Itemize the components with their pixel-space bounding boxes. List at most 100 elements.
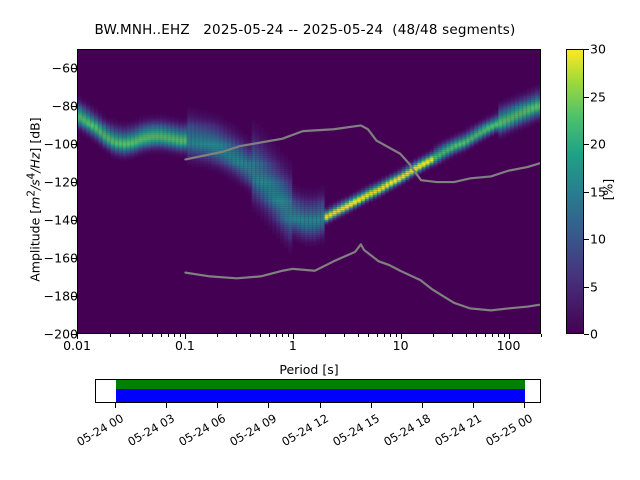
y-tick-label: −140 (43, 212, 78, 228)
x-tick-mark (508, 334, 510, 339)
coverage-blue-band (116, 388, 526, 402)
date-tick-mark (319, 403, 321, 408)
x-tick-mark (142, 334, 143, 337)
x-tick-mark (383, 334, 385, 337)
x-tick-mark (541, 334, 542, 337)
colorbar-tick-mark (584, 144, 589, 145)
y-tick-label: −100 (43, 136, 78, 152)
x-tick-mark (325, 334, 327, 337)
x-tick-mark (128, 334, 130, 337)
x-tick-mark (344, 334, 346, 337)
y-tick-mark (71, 220, 77, 221)
y-axis-label: Amplitude [m2/s4/Hz] [dB] (25, 117, 43, 282)
y-tick-label: −160 (43, 250, 78, 266)
figure-title: BW.MNH..EHZ 2025-05-24 -- 2025-05-24 (48… (94, 22, 516, 38)
colorbar-tick-mark (584, 239, 589, 240)
x-tick-mark (503, 334, 505, 337)
x-tick-label: 0.01 (63, 338, 91, 353)
x-tick-label: 0.1 (174, 338, 195, 353)
x-tick-mark (376, 334, 378, 337)
y-tick-mark (71, 258, 77, 259)
x-tick-mark (109, 334, 111, 337)
colorbar-tick-mark (584, 191, 589, 193)
date-tick-label: 05-24 09 (227, 411, 280, 449)
x-tick-mark (249, 334, 251, 337)
date-tick-mark (421, 403, 423, 408)
x-tick-mark (368, 334, 370, 337)
x-tick-mark (217, 334, 219, 337)
x-tick-mark (260, 334, 262, 337)
colorbar-tick-mark (584, 96, 589, 98)
colorbar-tick-label: 30 (590, 41, 606, 57)
y-tick-mark (71, 144, 77, 145)
x-tick-mark (168, 334, 170, 337)
y-tick-mark (71, 68, 77, 69)
x-tick-mark (357, 334, 359, 337)
x-tick-mark (282, 334, 284, 337)
x-tick-mark (160, 334, 162, 337)
date-tick-label: 05-24 03 (125, 411, 178, 449)
y-tick-label: −60 (51, 60, 78, 76)
date-tick-label: 05-24 00 (74, 411, 127, 449)
y-tick-label: −120 (43, 174, 78, 190)
y-tick-label: −200 (43, 326, 78, 342)
colorbar-tick-mark (584, 286, 589, 288)
x-tick-label: 100 (496, 338, 521, 353)
y-tick-mark (71, 106, 77, 107)
x-tick-mark (184, 334, 186, 339)
y-tick-mark (71, 296, 77, 297)
colorbar (566, 49, 584, 334)
colorbar-label: [%] (600, 178, 616, 201)
y-tick-mark (71, 334, 77, 335)
ppsd-histogram (78, 50, 540, 333)
coverage-green-band (116, 380, 526, 389)
x-tick-mark (390, 334, 392, 337)
date-tick-mark (115, 403, 117, 408)
x-tick-mark (236, 334, 238, 337)
x-tick-mark (484, 334, 486, 337)
x-tick-mark (152, 334, 154, 337)
date-tick-label: 05-24 15 (329, 411, 382, 449)
x-tick-mark (498, 334, 500, 337)
x-tick-label: 10 (392, 338, 409, 353)
y-tick-label: −180 (43, 288, 78, 304)
colorbar-tick-label: 10 (590, 231, 606, 247)
colorbar-tick-label: 5 (590, 279, 598, 294)
date-tick-mark (217, 403, 219, 408)
x-tick-mark (292, 334, 294, 339)
x-tick-label: 1 (288, 338, 297, 353)
colorbar-tick-mark (584, 334, 589, 335)
x-tick-mark (395, 334, 397, 337)
x-tick-mark (276, 334, 278, 337)
date-tick-mark (524, 403, 526, 408)
colorbar-tick-label: 20 (590, 136, 606, 152)
date-tick-label: 05-25 00 (483, 411, 536, 449)
x-tick-mark (476, 334, 477, 337)
y-tick-label: −80 (51, 98, 78, 114)
x-tick-mark (465, 334, 467, 337)
date-tick-mark (370, 403, 372, 408)
date-tick-label: 05-24 21 (432, 411, 484, 449)
date-tick-mark (166, 403, 168, 408)
x-tick-mark (179, 334, 181, 337)
date-tick-label: 05-24 12 (278, 411, 331, 449)
colorbar-tick-mark (584, 49, 589, 50)
noise-model-curves (184, 124, 540, 312)
x-tick-mark (287, 334, 289, 337)
x-tick-mark (77, 334, 78, 339)
ppsd-axes[interactable] (77, 49, 541, 334)
x-tick-mark (452, 334, 454, 337)
x-tick-mark (400, 334, 402, 339)
date-tick-label: 05-24 18 (381, 411, 433, 449)
coverage-axes[interactable] (95, 379, 541, 403)
date-tick-label: 05-24 06 (176, 411, 229, 449)
y-tick-mark (71, 182, 77, 183)
date-tick-mark (268, 403, 270, 408)
colorbar-tick-label: 25 (590, 89, 606, 104)
x-tick-mark (433, 334, 435, 337)
colorbar-tick-label: 0 (590, 326, 598, 342)
x-tick-mark (491, 334, 493, 337)
date-tick-mark (472, 403, 474, 408)
x-axis-label: Period [s] (279, 362, 339, 377)
